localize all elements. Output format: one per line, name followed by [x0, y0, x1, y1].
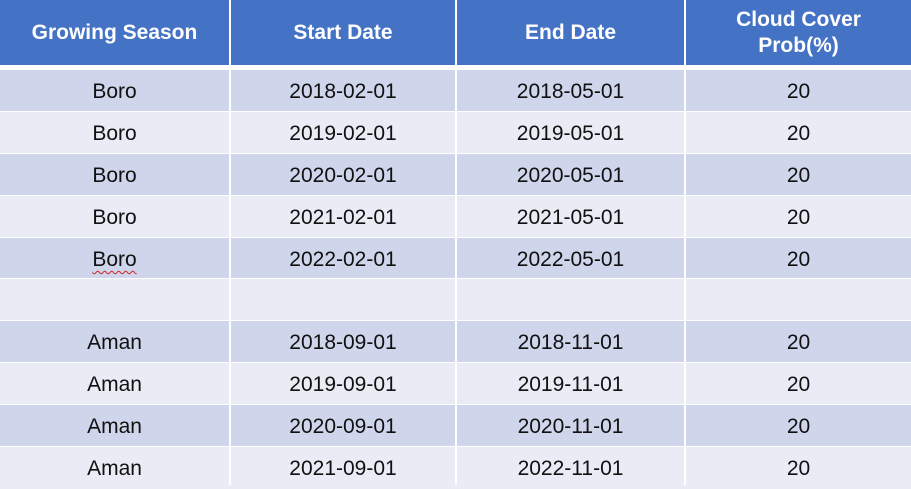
cell-start-date: 2018-02-01: [231, 70, 455, 112]
cell-start-date: 2022-02-01: [231, 238, 455, 280]
cell-start-date: [231, 279, 455, 321]
cell-cloud-cover: 20: [686, 70, 911, 112]
cell-season-text: Boro: [92, 80, 137, 103]
cell-end-date-text: 2020-11-01: [517, 415, 624, 438]
cell-end-date: 2019-05-01: [457, 112, 684, 154]
cell-cloud-cover-text: 20: [786, 248, 811, 271]
cell-end-date-text: 2022-05-01: [516, 248, 625, 271]
cell-season-text: Aman: [87, 415, 142, 438]
cell-season-text: Aman: [87, 331, 142, 354]
cell-cloud-cover: 20: [686, 447, 911, 489]
cell-cloud-cover: 20: [686, 112, 911, 154]
cell-cloud-cover-text: 20: [786, 80, 811, 103]
cell-end-date: 2022-11-01: [457, 447, 684, 489]
cell-cloud-cover: 20: [686, 321, 911, 363]
cell-end-date-text: 2018-05-01: [516, 80, 625, 103]
column-divider: [229, 0, 231, 485]
cell-cloud-cover-text: 20: [786, 457, 811, 480]
cell-cloud-cover: 20: [686, 238, 911, 280]
cell-start-date-text: 2019-02-01: [289, 122, 397, 145]
cell-start-date: 2019-02-01: [231, 112, 455, 154]
cell-end-date-text: 2019-11-01: [517, 373, 624, 396]
header-cloud-cover-line2: Prob(%): [758, 34, 839, 57]
cell-season-text: Boro: [92, 122, 137, 145]
cell-cloud-cover-text: 20: [786, 164, 811, 187]
cell-season-text: Aman: [87, 457, 142, 480]
cell-end-date-text: 2018-11-01: [517, 331, 624, 354]
header-cloud-cover-line1: Cloud Cover: [736, 8, 861, 31]
cell-cloud-cover: 20: [686, 363, 911, 405]
cell-start-date-text: 2018-02-01: [289, 80, 397, 103]
cell-start-date: 2021-09-01: [231, 447, 455, 489]
cell-season: [0, 279, 229, 321]
cell-start-date-text: 2019-09-01: [289, 373, 397, 396]
cell-season-text: Boro: [92, 248, 137, 271]
cell-start-date: 2018-09-01: [231, 321, 455, 363]
cell-season: Aman: [0, 447, 229, 489]
cell-start-date: 2020-09-01: [231, 405, 455, 447]
cell-start-date-text: 2020-02-01: [289, 164, 397, 187]
cell-start-date-text: 2020-09-01: [289, 415, 397, 438]
cell-cloud-cover: 20: [686, 196, 911, 238]
header-cloud-cover: Cloud Cover Prob(%): [686, 0, 911, 68]
cell-end-date-text: 2019-05-01: [516, 122, 625, 145]
cell-cloud-cover-text: 20: [786, 373, 811, 396]
cell-season: Boro: [0, 70, 229, 112]
cell-end-date-text: 2020-05-01: [516, 164, 625, 187]
cell-season: Boro: [0, 112, 229, 154]
cell-cloud-cover: 20: [686, 154, 911, 196]
cell-end-date-text: 2021-05-01: [516, 206, 625, 229]
cell-end-date: 2020-05-01: [457, 154, 684, 196]
cell-cloud-cover: 20: [686, 405, 911, 447]
cell-end-date-text: 2022-11-01: [517, 457, 624, 480]
cell-season-text: Aman: [87, 373, 142, 396]
cell-cloud-cover: [686, 279, 911, 321]
cell-end-date: 2020-11-01: [457, 405, 684, 447]
cell-start-date: 2021-02-01: [231, 196, 455, 238]
cell-start-date-text: 2018-09-01: [289, 331, 397, 354]
cell-end-date: 2018-05-01: [457, 70, 684, 112]
cell-cloud-cover-text: 20: [786, 331, 811, 354]
cell-cloud-cover-text: 20: [786, 122, 811, 145]
cell-start-date-text: 2021-02-01: [289, 206, 397, 229]
cell-end-date: 2021-05-01: [457, 196, 684, 238]
header-end-date: End Date: [524, 21, 616, 44]
cell-start-date-text: 2021-09-01: [289, 457, 397, 480]
cell-season: Boro: [0, 154, 229, 196]
cell-season: Aman: [0, 321, 229, 363]
cell-cloud-cover-text: 20: [786, 415, 811, 438]
cell-start-date-text: 2022-02-01: [289, 248, 397, 271]
cell-season-text: Boro: [92, 164, 137, 187]
cell-end-date: 2018-11-01: [457, 321, 684, 363]
cell-end-date: [457, 279, 684, 321]
cell-end-date: 2022-05-01: [457, 238, 684, 280]
column-divider: [684, 0, 686, 485]
cell-start-date: 2020-02-01: [231, 154, 455, 196]
cell-end-date: 2019-11-01: [457, 363, 684, 405]
cell-season-text: Boro: [92, 206, 137, 229]
cell-season: Aman: [0, 363, 229, 405]
header-growing-season: Growing Season: [31, 21, 198, 44]
header-start-date: Start Date: [293, 21, 393, 44]
cell-season: Boro: [0, 238, 229, 280]
cell-cloud-cover-text: 20: [786, 206, 811, 229]
cell-start-date: 2019-09-01: [231, 363, 455, 405]
cell-season: Boro: [0, 196, 229, 238]
cell-season: Aman: [0, 405, 229, 447]
column-divider: [455, 0, 457, 485]
